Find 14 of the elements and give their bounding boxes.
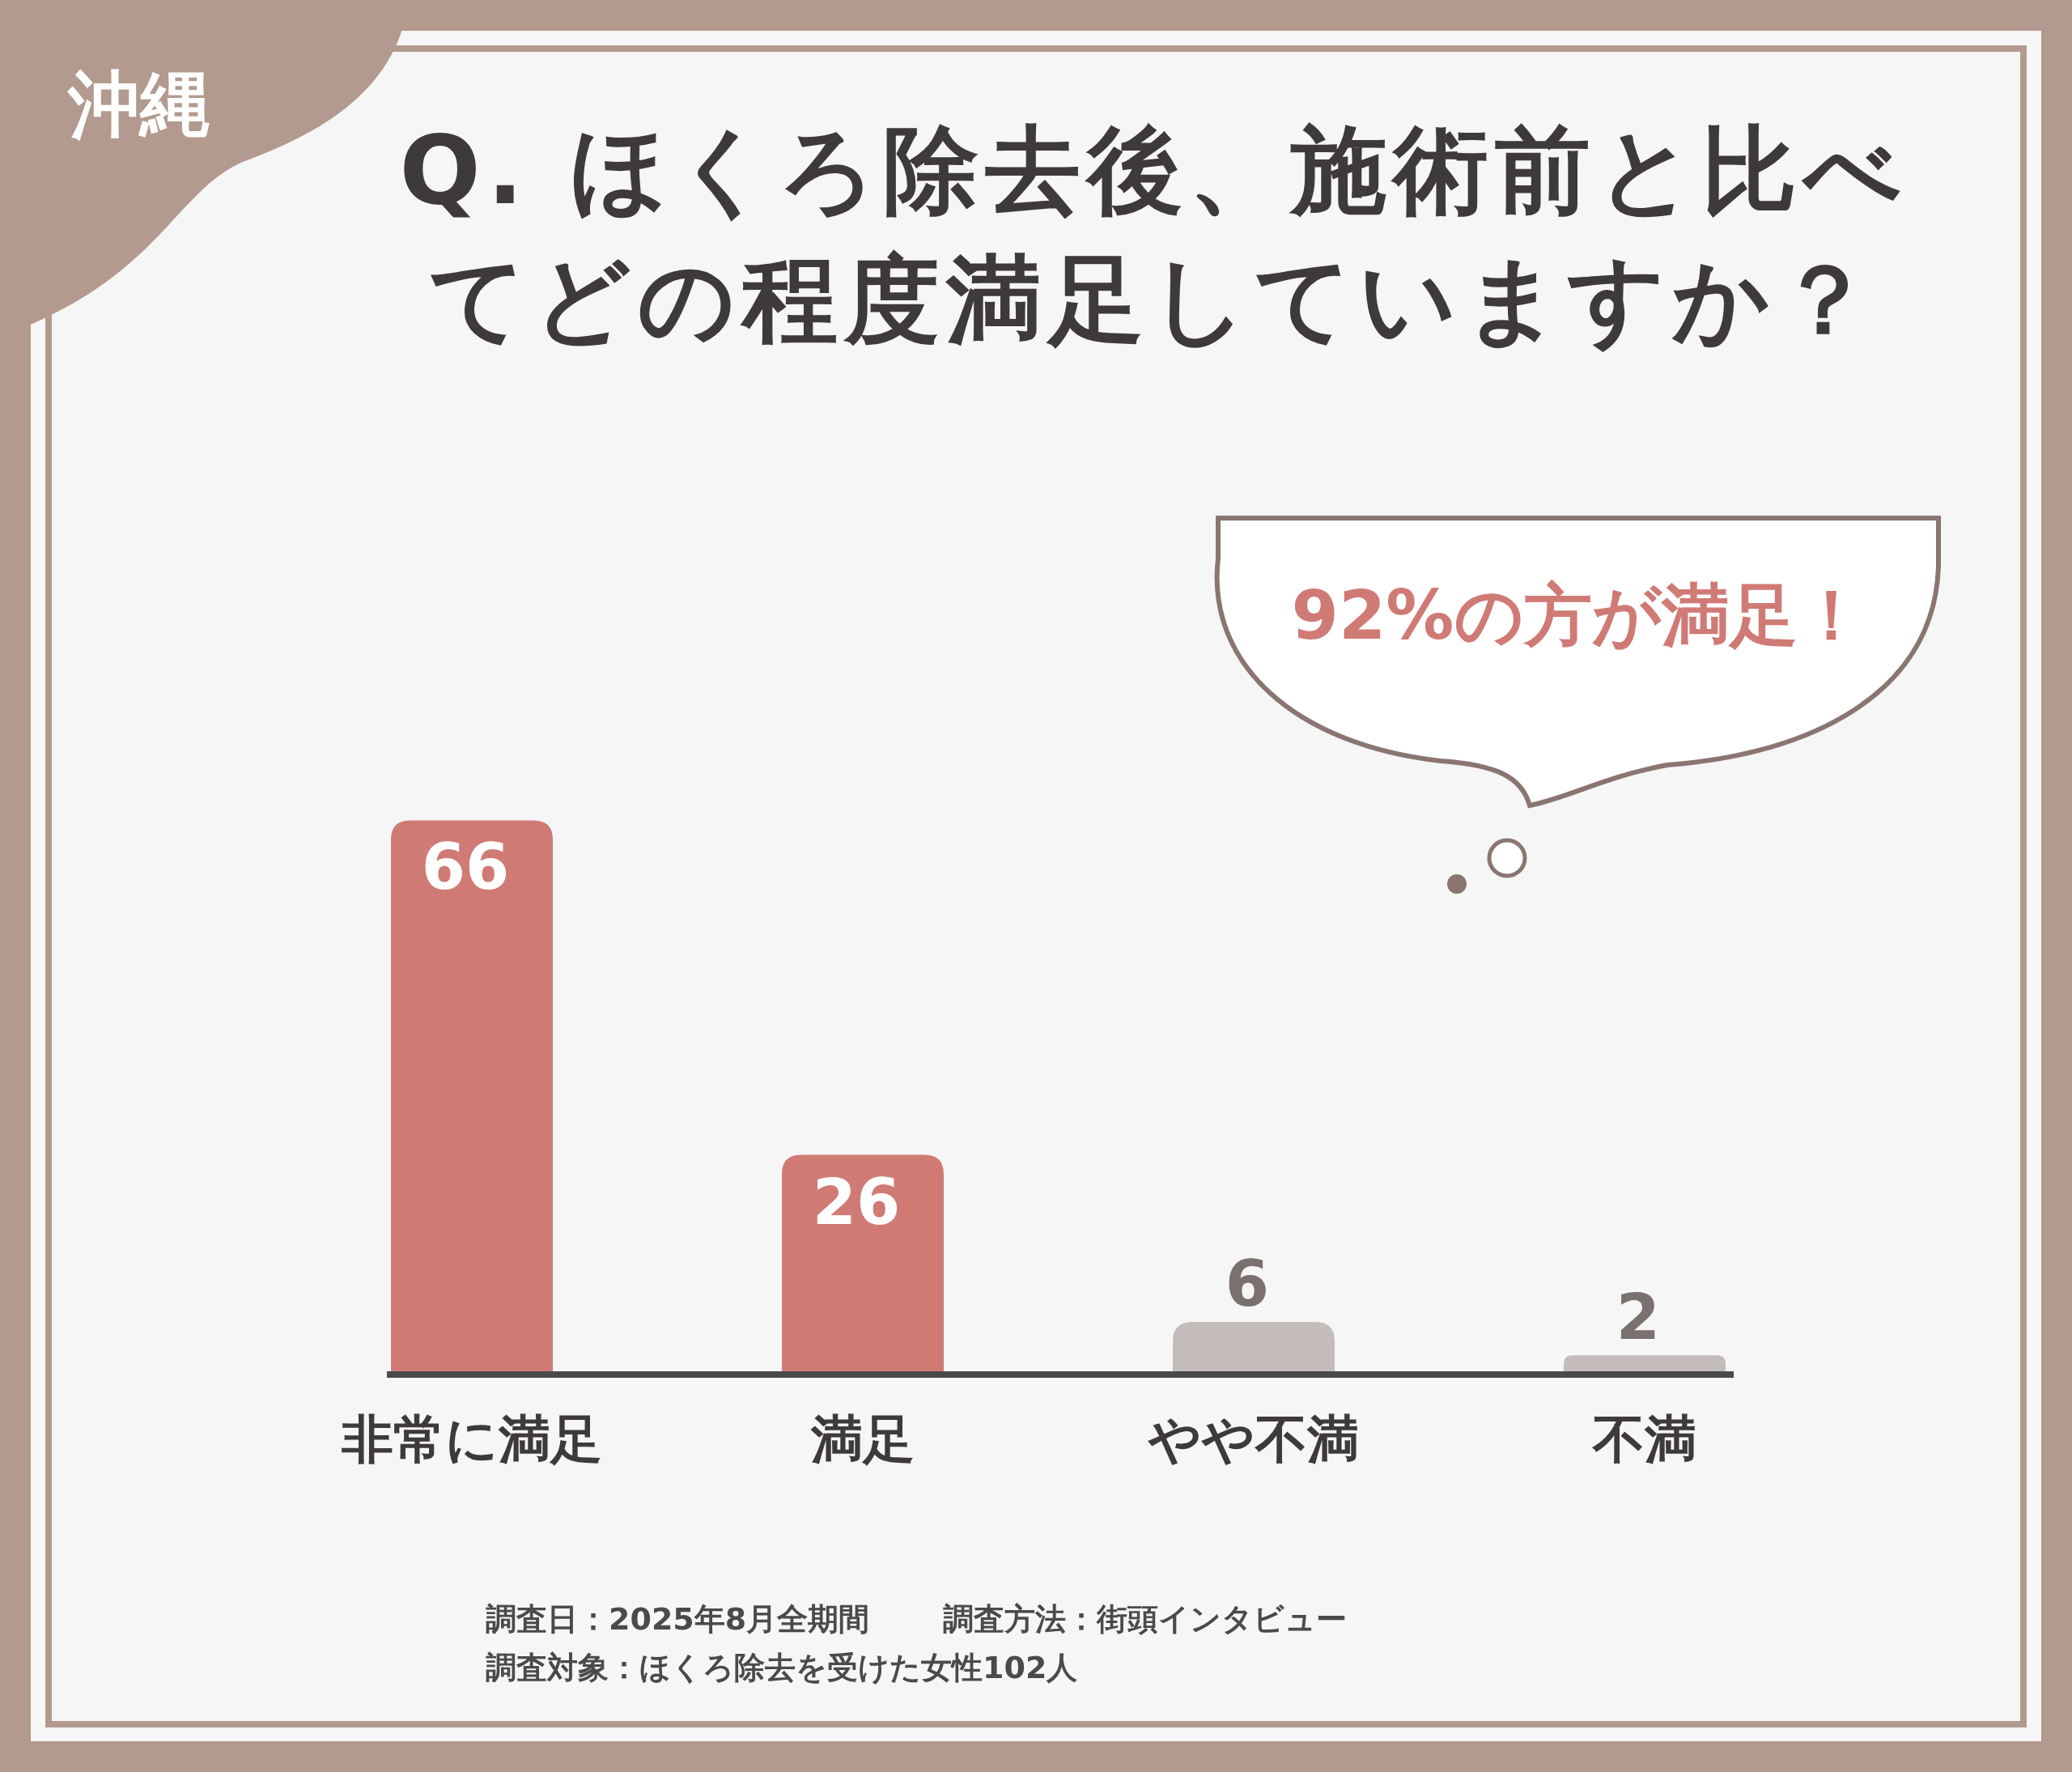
x-tick-label: やや不満 (1147, 1409, 1360, 1471)
text: 92%の方が満足！ (1290, 575, 1866, 657)
data-label: 66 (421, 831, 510, 904)
x-tick-label: 不満 (1591, 1409, 1697, 1471)
chart-title: Q. ほくろ除去後、施術前と比べてどの程度満足していますか？ (398, 113, 1909, 357)
text: 調査日：2025年8月全期間 (486, 1600, 870, 1638)
text: 調査方法：街頭インタビュー (943, 1600, 1347, 1638)
data-label: 26 (812, 1165, 901, 1239)
data-label: 6 (1225, 1247, 1270, 1321)
text: 沖縄 (69, 62, 211, 147)
data-label: 2 (1616, 1281, 1661, 1354)
x-tick-label: 満足 (810, 1409, 915, 1471)
text: 調査対象：ほくろ除去を受けた女性102人 (486, 1649, 1078, 1687)
x-tick-label: 非常に満足 (341, 1409, 603, 1471)
